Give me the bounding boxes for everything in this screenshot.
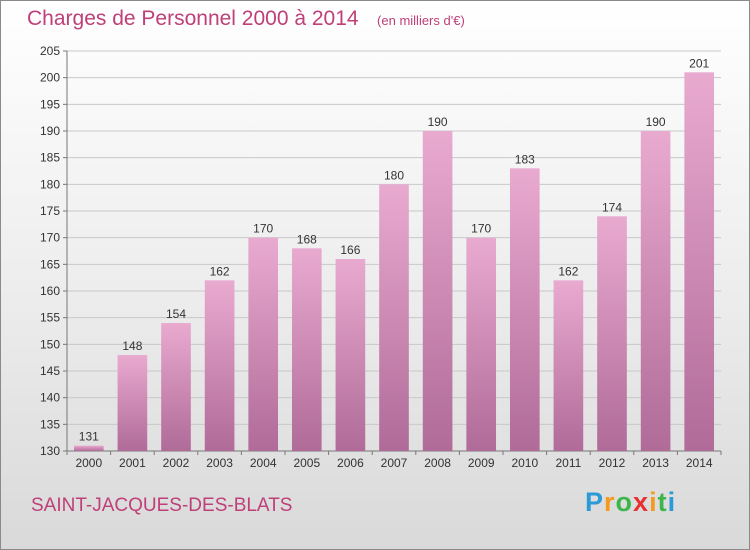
chart-subtitle: (en milliers d'€) (377, 13, 465, 28)
logo-letter: t (657, 487, 668, 517)
bar-2006 (335, 259, 366, 451)
x-tick-label-2004: 2004 (250, 456, 277, 470)
bar-2004 (248, 237, 279, 451)
x-tick-label-2013: 2013 (642, 456, 669, 470)
bar-2011 (553, 280, 584, 451)
value-label-2003: 162 (210, 264, 230, 278)
value-label-2010: 183 (515, 152, 535, 166)
x-tick-label-2000: 2000 (75, 456, 102, 470)
y-tick-label: 185 (40, 151, 60, 165)
value-label-2007: 180 (384, 168, 404, 182)
value-label-2000: 131 (79, 430, 99, 444)
x-tick-label-2014: 2014 (686, 456, 713, 470)
bar-2005 (291, 248, 322, 451)
logo-letter: P (585, 487, 605, 517)
bar-2012 (597, 216, 627, 451)
y-tick-label: 140 (40, 391, 60, 405)
bar-2003 (204, 280, 235, 451)
bar-2010 (509, 168, 540, 452)
bar-2008 (422, 131, 453, 451)
value-label-2014: 201 (689, 56, 709, 70)
labels: 130 135 140 145 150 155 160 165 170 175 180 185 190 1… (40, 44, 713, 470)
proxiti-logo[interactable]: Proxiti (585, 487, 676, 518)
y-tick-label: 195 (40, 97, 60, 111)
logo-letter: x (633, 487, 650, 517)
y-tick-label: 160 (40, 284, 60, 298)
bar-2014 (684, 72, 715, 451)
value-label-2005: 168 (297, 232, 317, 246)
y-tick-label: 155 (40, 311, 60, 325)
y-tick-label: 150 (40, 337, 60, 351)
value-label-2009: 170 (471, 222, 491, 236)
y-tick-label: 170 (40, 231, 60, 245)
x-tick-label-2010: 2010 (511, 456, 538, 470)
bar-2002 (161, 323, 191, 451)
y-tick-label: 205 (40, 44, 60, 58)
y-tick-label: 180 (40, 177, 60, 191)
x-tick-label-2007: 2007 (381, 456, 408, 470)
y-tick-label: 190 (40, 124, 60, 138)
x-tick-label-2005: 2005 (293, 456, 320, 470)
value-label-2004: 170 (253, 222, 273, 236)
value-label-2001: 148 (122, 339, 142, 353)
chart-title: Charges de Personnel 2000 à 2014 (27, 7, 359, 30)
y-tick-label: 165 (40, 257, 60, 271)
x-tick-label-2012: 2012 (599, 456, 626, 470)
x-tick-label-2009: 2009 (468, 456, 495, 470)
y-tick-label: 200 (40, 71, 60, 85)
y-tick-label: 145 (40, 364, 60, 378)
bar-2000 (73, 445, 104, 451)
x-tick-label-2003: 2003 (206, 456, 233, 470)
x-tick-label-2006: 2006 (337, 456, 364, 470)
bar-2009 (466, 237, 497, 451)
y-tick-label: 175 (40, 204, 60, 218)
value-label-2012: 174 (602, 200, 622, 214)
value-label-2013: 190 (646, 115, 666, 129)
value-label-2008: 190 (428, 115, 448, 129)
logo-letter: i (667, 487, 677, 517)
logo-letter: i (649, 487, 658, 517)
bar-2001 (117, 355, 148, 451)
value-label-2011: 162 (558, 264, 578, 278)
x-tick-label-2008: 2008 (424, 456, 451, 470)
bar-2007 (379, 184, 409, 452)
value-label-2006: 166 (340, 243, 360, 257)
commune-name: SAINT-JACQUES-DES-BLATS (31, 495, 293, 516)
value-label-2002: 154 (166, 307, 186, 321)
bar-2013 (640, 131, 671, 451)
y-tick-label: 135 (40, 417, 60, 431)
logo-letter: o (615, 487, 634, 517)
x-tick-label-2011: 2011 (555, 456, 581, 470)
x-tick-label-2002: 2002 (163, 456, 190, 470)
x-tick-label-2001: 2001 (119, 456, 146, 470)
logo-letter: r (604, 487, 616, 517)
title-row: Charges de Personnel 2000 à 2014 (en mil… (27, 7, 465, 31)
y-tick-label: 130 (40, 444, 60, 458)
bars (73, 72, 715, 452)
